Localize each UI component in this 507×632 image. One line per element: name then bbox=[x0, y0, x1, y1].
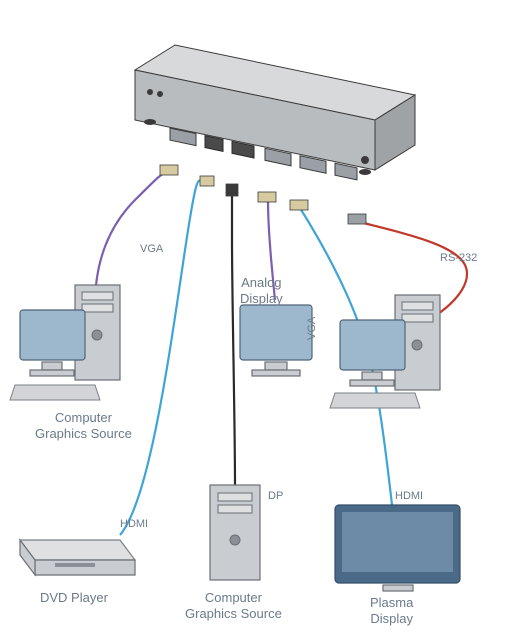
pc-right bbox=[330, 295, 440, 408]
label-rs232: RS-232 bbox=[440, 252, 477, 264]
label-vga-in: VGA bbox=[140, 243, 163, 255]
label-pc-left: ComputerGraphics Source bbox=[35, 410, 132, 441]
dvd-player bbox=[20, 540, 135, 575]
label-plasma: PlasmaDisplay bbox=[370, 595, 413, 626]
label-dp: DP bbox=[268, 490, 283, 502]
analog-display bbox=[240, 305, 312, 376]
plasma-display bbox=[335, 505, 460, 591]
pc-left bbox=[10, 285, 120, 400]
label-hdmi-in: HDMI bbox=[120, 518, 148, 530]
label-vga-out: VGA bbox=[306, 317, 318, 340]
pc-bottom bbox=[210, 485, 260, 580]
label-dvd: DVD Player bbox=[40, 590, 108, 606]
label-analog-display: AnalogDisplay bbox=[240, 275, 283, 306]
diagram-canvas bbox=[0, 0, 507, 632]
label-hdmi-out: HDMI bbox=[395, 490, 423, 502]
label-pc-bottom: ComputerGraphics Source bbox=[185, 590, 282, 621]
switch-unit bbox=[135, 45, 415, 180]
